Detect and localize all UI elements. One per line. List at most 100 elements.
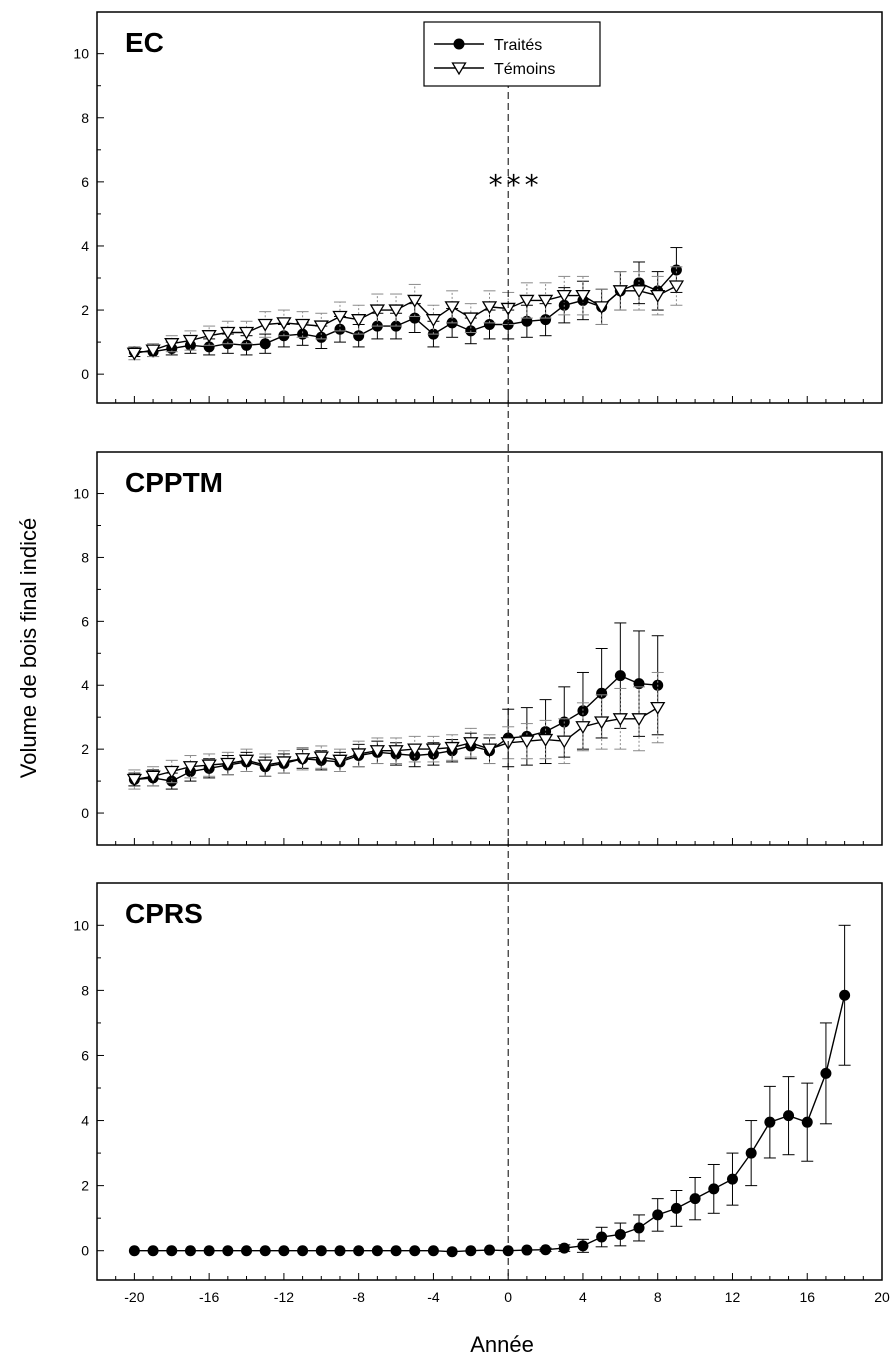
error-bar (259, 753, 272, 777)
data-point (820, 1067, 832, 1079)
data-point (481, 301, 498, 315)
x-tick-label: -8 (352, 1289, 365, 1305)
x-tick-label: 8 (654, 1289, 662, 1305)
data-point (633, 1222, 645, 1234)
x-tick-label: 4 (579, 1289, 587, 1305)
legend-label: Traités (494, 37, 542, 54)
data-point (238, 754, 255, 768)
data-point (276, 317, 292, 331)
data-point (182, 334, 199, 348)
data-point (614, 1228, 626, 1240)
x-axis: -20 -16 -12 -8 -4 0 4 8 12 16 20 (124, 1289, 890, 1305)
data-point (203, 341, 215, 353)
data-point (276, 756, 292, 770)
data-point (147, 1245, 159, 1257)
data-point (294, 753, 311, 767)
legend-entry: Témoins (434, 61, 555, 78)
series-traites (128, 924, 851, 1258)
error-bar (203, 753, 216, 777)
error-bar (165, 759, 178, 784)
error-bar (296, 747, 309, 771)
error-bar (651, 671, 664, 744)
data-point (783, 1110, 795, 1122)
y-tick-label: 6 (81, 613, 89, 629)
y-tick-label: 2 (81, 1178, 89, 1194)
data-point (558, 1242, 570, 1254)
data-point (164, 338, 180, 351)
data-point (519, 294, 535, 308)
data-point (166, 1245, 178, 1257)
data-point (521, 1244, 533, 1256)
data-point (128, 1245, 140, 1257)
series-line (134, 285, 677, 354)
data-point (481, 743, 498, 757)
y-tick-label: 8 (81, 982, 89, 998)
data-point (708, 1183, 720, 1195)
data-point (238, 326, 255, 340)
y-tick-label: 2 (81, 302, 89, 318)
error-bar (221, 751, 234, 776)
x-axis-label: Année (470, 1332, 534, 1357)
data-point (612, 713, 628, 727)
data-point (353, 330, 365, 342)
data-point (577, 705, 589, 717)
data-point (575, 721, 591, 735)
data-point (407, 294, 423, 308)
data-point (332, 754, 348, 768)
data-point (446, 1246, 458, 1258)
error-bar (483, 734, 496, 765)
x-tick-label: -12 (274, 1289, 294, 1305)
y-tick-label: 6 (81, 174, 89, 190)
data-point (145, 344, 161, 358)
data-point (444, 741, 460, 755)
data-point (670, 264, 682, 276)
data-point (556, 735, 572, 749)
data-point (650, 701, 666, 715)
x-tick-label: 0 (504, 1289, 512, 1305)
data-point (689, 1193, 701, 1205)
error-bar (539, 719, 552, 760)
error-bar (221, 320, 234, 345)
y-axis-label: Volume de bois final indicé (16, 518, 41, 779)
y-tick-label: 10 (73, 917, 89, 933)
legend-label: Témoins (494, 61, 555, 78)
data-point (537, 294, 554, 308)
data-point (220, 757, 236, 771)
legend-entry: Traités (434, 37, 542, 54)
data-point (351, 314, 367, 327)
data-point (241, 339, 253, 351)
data-point (407, 743, 423, 757)
x-tick-label: -20 (124, 1289, 144, 1305)
plot-frame (96, 451, 883, 846)
y-tick-label: 4 (81, 238, 89, 254)
data-point (465, 1245, 477, 1257)
data-point (540, 314, 552, 326)
panel-title: EC (125, 27, 164, 58)
data-point (745, 1147, 757, 1159)
data-point (650, 289, 666, 303)
error-bar (576, 702, 589, 752)
data-point (614, 670, 626, 682)
panel-ec: 0 2 4 6 8 10 EC *** (73, 11, 883, 404)
y-tick-label: 2 (81, 741, 89, 757)
data-point (631, 713, 647, 727)
error-bar (558, 718, 571, 765)
error-bar (464, 727, 477, 758)
error-bar (464, 303, 477, 333)
data-point (241, 1245, 253, 1257)
series-temoins (126, 671, 666, 790)
data-point (278, 1245, 290, 1257)
data-point (145, 770, 161, 784)
panel-cpptm: 0 2 4 6 8 10 CPPTM (73, 451, 883, 846)
data-point (313, 320, 329, 334)
data-point (201, 759, 217, 773)
series-line (134, 269, 677, 353)
error-bar (614, 271, 627, 311)
data-point (294, 318, 311, 332)
data-point (390, 1245, 402, 1257)
error-bar (614, 687, 627, 750)
legend-box (423, 21, 601, 87)
data-point (652, 1209, 664, 1221)
error-bar (333, 301, 346, 332)
error-bar (633, 686, 646, 752)
